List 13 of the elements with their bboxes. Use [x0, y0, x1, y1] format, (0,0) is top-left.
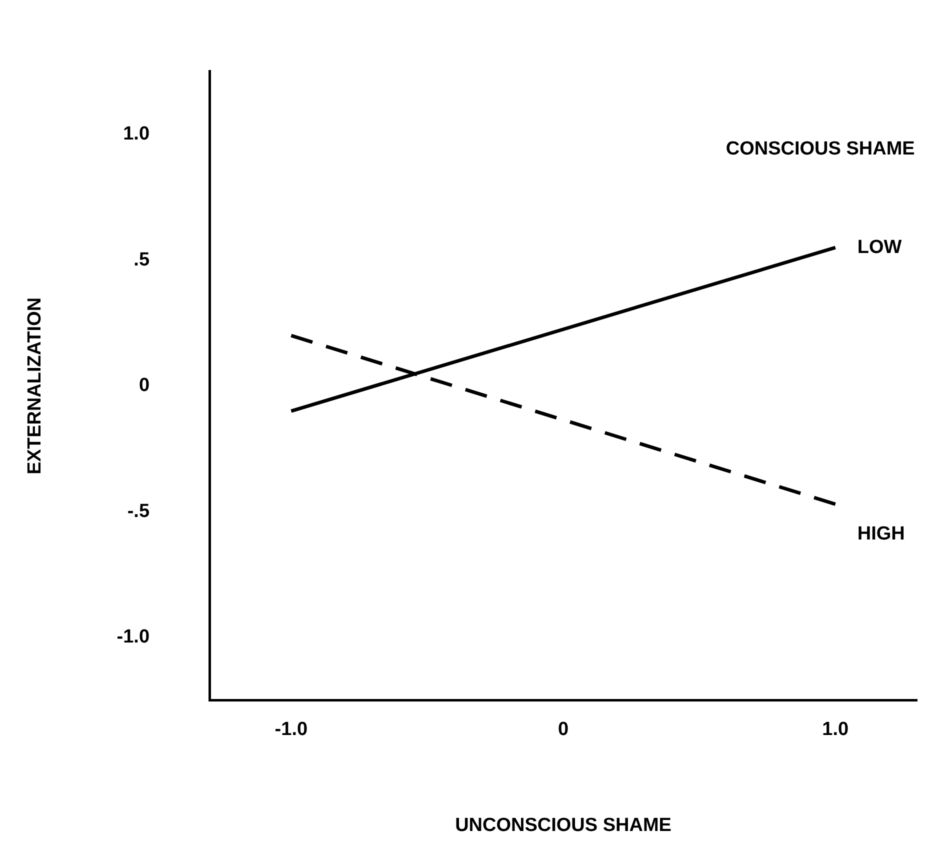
series-label: LOW — [857, 236, 902, 258]
y-tick-label: 1.0 — [123, 124, 150, 145]
y-tick-label: -1.0 — [116, 626, 150, 648]
x-tick-label: 0 — [558, 719, 569, 740]
x-tick-label: 1.0 — [822, 719, 849, 740]
y-axis-title: EXTERNALIZATION — [24, 297, 46, 474]
y-tick-label: 0 — [138, 375, 150, 396]
x-tick-label: -1.0 — [274, 719, 308, 740]
y-tick-label: -.5 — [127, 500, 150, 522]
y-tick-label: .5 — [134, 249, 150, 270]
x-axis-title: UNCONSCIOUS SHAME — [455, 814, 672, 836]
series-label: HIGH — [857, 523, 905, 544]
legend-title: CONSCIOUS SHAME — [726, 138, 915, 160]
